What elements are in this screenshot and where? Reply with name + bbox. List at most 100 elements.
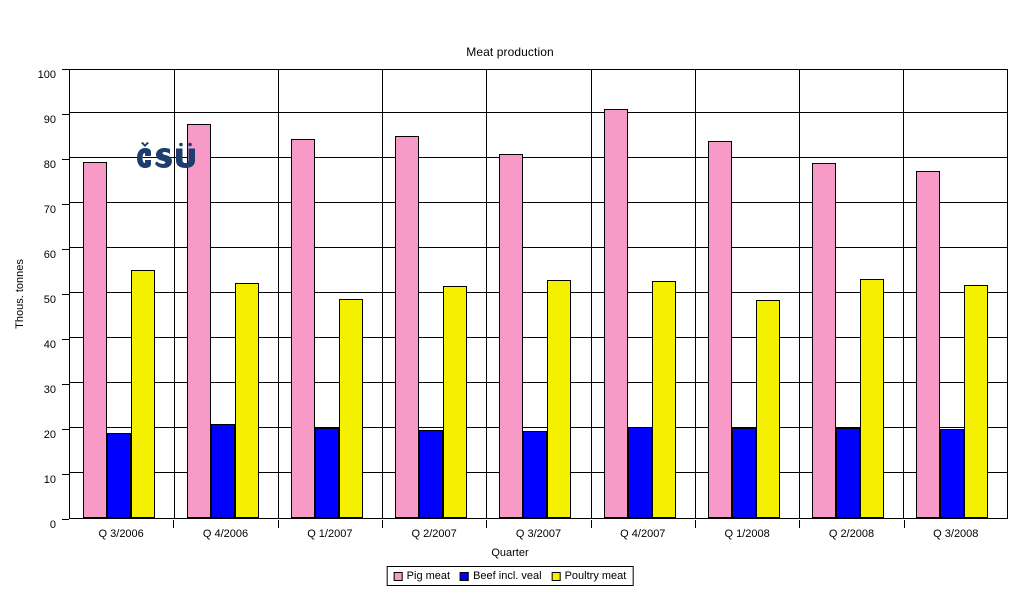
- x-axis-tick-label: Q 2/2008: [799, 520, 903, 546]
- group-divider: [174, 70, 176, 518]
- x-axis-tick-mark: [799, 520, 801, 528]
- bar-beef[interactable]: [315, 428, 340, 518]
- bar-cluster: [291, 70, 365, 518]
- x-axis-tick-mark: [381, 520, 383, 528]
- y-axis-tick-mark: [62, 249, 69, 250]
- gridline: [70, 427, 1007, 428]
- x-axis-tick-text: Q 4/2006: [202, 528, 249, 540]
- bar-cluster: [83, 70, 157, 518]
- legend-label-pig-meat: Pig meat: [406, 570, 451, 582]
- bar-group: [590, 70, 695, 518]
- plot-area: [69, 69, 1008, 519]
- group-divider: [902, 70, 904, 518]
- bar-cluster: [499, 70, 573, 518]
- y-axis-tick-mark: [62, 294, 69, 295]
- gridline: [70, 382, 1007, 383]
- x-axis-tick-label: Q 3/2008: [903, 520, 1008, 546]
- gridline: [70, 112, 1007, 113]
- bar-beef[interactable]: [627, 427, 652, 518]
- bar-group: [798, 70, 903, 518]
- y-axis-title: Thous. tonnes: [14, 259, 26, 329]
- x-axis-tick-label: Q 1/2008: [694, 520, 799, 546]
- bar-poultry[interactable]: [131, 269, 156, 518]
- bar-group: [382, 70, 486, 518]
- bar-pig[interactable]: [499, 153, 524, 518]
- bar-pig[interactable]: [603, 109, 628, 518]
- bar-group: [70, 70, 174, 518]
- x-axis-tick-mark: [486, 520, 488, 528]
- bar-poultry[interactable]: [651, 281, 676, 518]
- gridline: [70, 292, 1007, 293]
- y-axis-tick-mark: [62, 114, 69, 115]
- legend-item-pig-meat: Pig meat: [393, 569, 451, 583]
- x-axis-tick-label: Q 3/2006: [69, 520, 173, 546]
- bar-groups: [70, 70, 1007, 518]
- bar-pig[interactable]: [915, 170, 940, 518]
- bar-pig[interactable]: [707, 140, 732, 518]
- bar-poultry[interactable]: [755, 299, 780, 518]
- x-axis-tick-label: Q 4/2007: [590, 520, 695, 546]
- group-divider: [694, 70, 696, 518]
- x-axis-tick-text: Q 3/2006: [98, 528, 144, 540]
- chart-legend: Pig meat Beef incl. veal Poultry meat: [386, 566, 634, 586]
- x-axis-tick-mark: [173, 520, 175, 528]
- x-axis-tick-label: Q 4/2006: [173, 520, 277, 546]
- x-axis-title: Quarter: [491, 547, 529, 559]
- group-divider: [486, 70, 488, 518]
- group-divider: [590, 70, 592, 518]
- x-axis-tick-mark: [903, 520, 905, 528]
- bar-pig[interactable]: [811, 162, 836, 518]
- legend-item-beef-incl-veal: Beef incl. veal: [460, 569, 542, 583]
- x-axis-tick-text: Q 2/2008: [828, 528, 875, 540]
- gridline: [70, 337, 1007, 338]
- bar-group: [174, 70, 278, 518]
- chart-title: Meat production: [466, 45, 554, 59]
- bar-pig[interactable]: [291, 139, 316, 518]
- bar-cluster: [395, 70, 469, 518]
- bar-beef[interactable]: [731, 428, 756, 518]
- bar-beef[interactable]: [107, 432, 132, 518]
- bar-group: [902, 70, 1007, 518]
- bar-cluster: [915, 70, 990, 518]
- bar-poultry[interactable]: [339, 298, 364, 518]
- legend-swatch-beef-incl-veal: [460, 571, 470, 581]
- bar-group: [486, 70, 590, 518]
- x-axis-tick-mark: [590, 520, 592, 528]
- bar-beef[interactable]: [211, 423, 236, 518]
- bar-poultry[interactable]: [859, 278, 884, 518]
- y-axis: Thous. tonnes 0 10 20 30 40 50 60 70 80 90 100: [0, 69, 69, 531]
- legend-swatch-poultry-meat: [551, 571, 561, 581]
- bar-poultry[interactable]: [963, 284, 988, 518]
- bar-cluster: [707, 70, 782, 518]
- legend-label-poultry-meat: Poultry meat: [564, 570, 627, 582]
- bar-poultry[interactable]: [443, 286, 468, 518]
- gridline: [70, 247, 1007, 248]
- bar-pig[interactable]: [187, 123, 212, 518]
- bar-beef[interactable]: [939, 428, 964, 518]
- gridline: [70, 202, 1007, 203]
- y-axis-tick-mark: [62, 69, 69, 70]
- x-axis-tick-text: Q 4/2007: [620, 528, 666, 540]
- y-axis-tick-mark: [62, 429, 69, 430]
- y-axis-tick-mark: [62, 159, 69, 160]
- legend-swatch-pig-meat: [393, 571, 403, 581]
- y-axis-tick-mark: [62, 384, 69, 385]
- gridline: [70, 157, 1007, 158]
- bar-group: [278, 70, 382, 518]
- group-divider: [278, 70, 280, 518]
- x-axis-tick-label: Q 1/2007: [277, 520, 382, 546]
- x-axis: Q 3/2006 Q 4/2006 Q 1/2007 Q 2/2007 Q 3/2007…: [69, 520, 1008, 546]
- bar-beef[interactable]: [419, 430, 444, 518]
- bar-poultry[interactable]: [547, 279, 572, 518]
- group-divider: [382, 70, 384, 518]
- legend-item-poultry-meat: Poultry meat: [551, 569, 627, 583]
- y-axis-tick-mark: [62, 204, 69, 205]
- bar-beef[interactable]: [835, 428, 860, 518]
- bar-poultry[interactable]: [235, 283, 260, 518]
- bar-beef[interactable]: [523, 430, 548, 518]
- x-axis-tick-label: Q 2/2007: [381, 520, 486, 546]
- bar-pig[interactable]: [83, 161, 108, 518]
- bar-pig[interactable]: [395, 135, 420, 518]
- y-axis-tick-mark: [62, 519, 69, 520]
